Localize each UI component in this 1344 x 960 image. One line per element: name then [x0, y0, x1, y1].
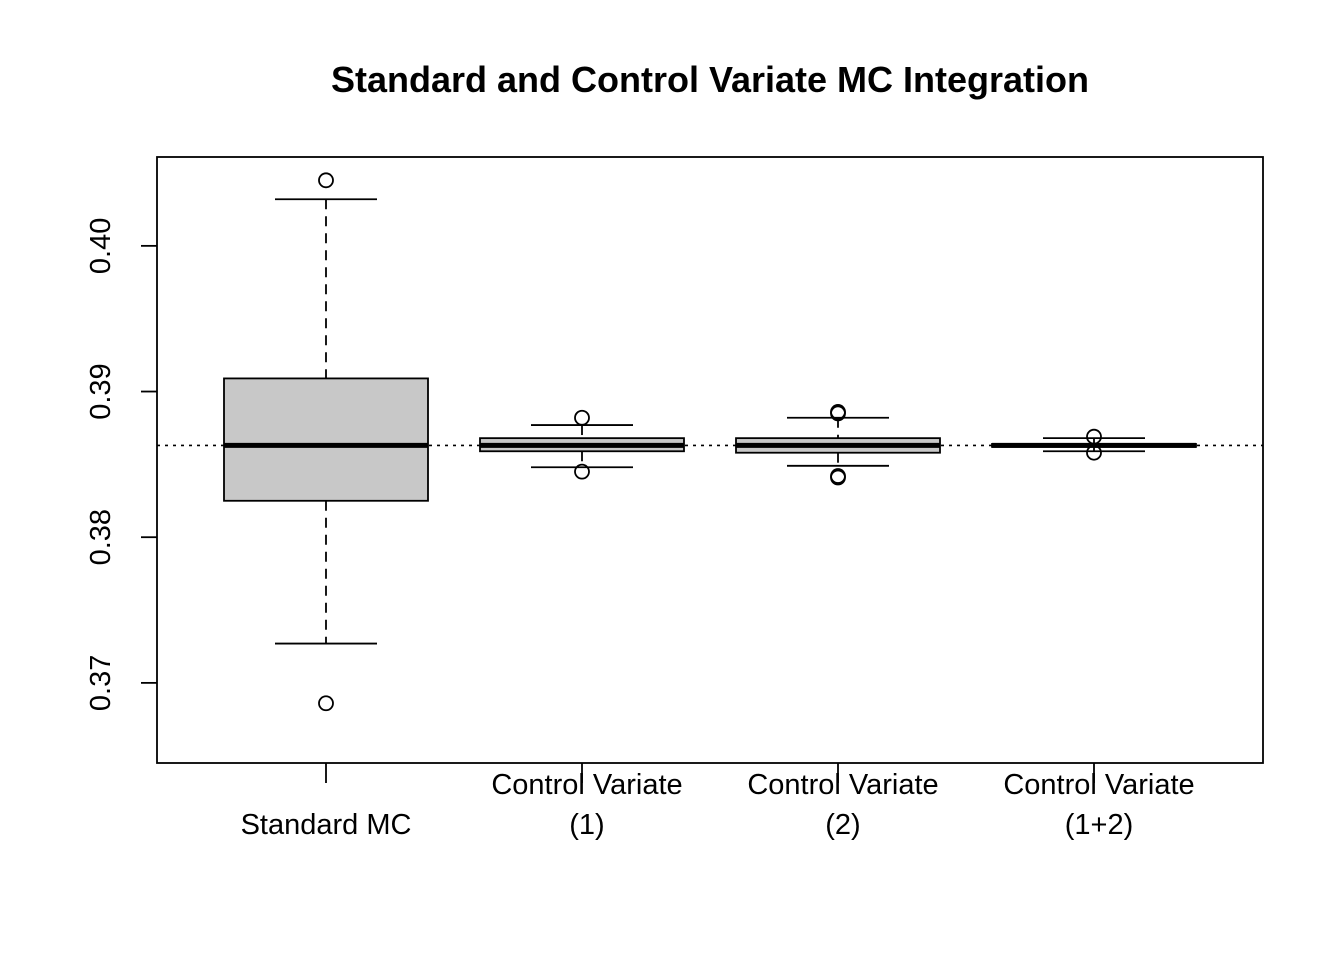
outlier-point: [830, 469, 846, 486]
box-group: [991, 428, 1197, 461]
box-group: [735, 404, 941, 486]
x-tick-label: (2): [825, 809, 860, 841]
y-tick-label: 0.40: [85, 218, 117, 274]
x-tick-label: Standard MC: [241, 809, 412, 841]
y-axis: 0.37 0.38 0.39 0.40: [85, 218, 157, 711]
x-tick-label: Control Variate: [491, 769, 682, 801]
outlier-point: [830, 405, 846, 422]
y-tick-label: 0.39: [85, 363, 117, 419]
outlier-point: [318, 695, 334, 712]
x-tick-label: (1+2): [1065, 809, 1134, 841]
outlier-point: [574, 463, 590, 480]
chart-title: Standard and Control Variate MC Integrat…: [331, 59, 1089, 100]
box-group: [479, 409, 685, 480]
x-tick-label: Control Variate: [747, 769, 938, 801]
x-tick-label: (1): [569, 809, 604, 841]
boxes: [223, 172, 1197, 712]
plot-frame: [156, 156, 1264, 764]
x-axis: Standard MC Control Variate (1) Control Var…: [241, 763, 1195, 841]
box-iqr: [223, 377, 429, 502]
y-tick-label: 0.37: [85, 655, 117, 711]
y-tick-label: 0.38: [85, 509, 117, 565]
outlier-point: [1086, 428, 1102, 445]
x-tick-label: Control Variate: [1003, 769, 1194, 801]
outlier-point: [1086, 444, 1102, 461]
outlier-point: [318, 172, 334, 189]
box-group: [223, 172, 429, 712]
outlier-point: [574, 409, 590, 426]
